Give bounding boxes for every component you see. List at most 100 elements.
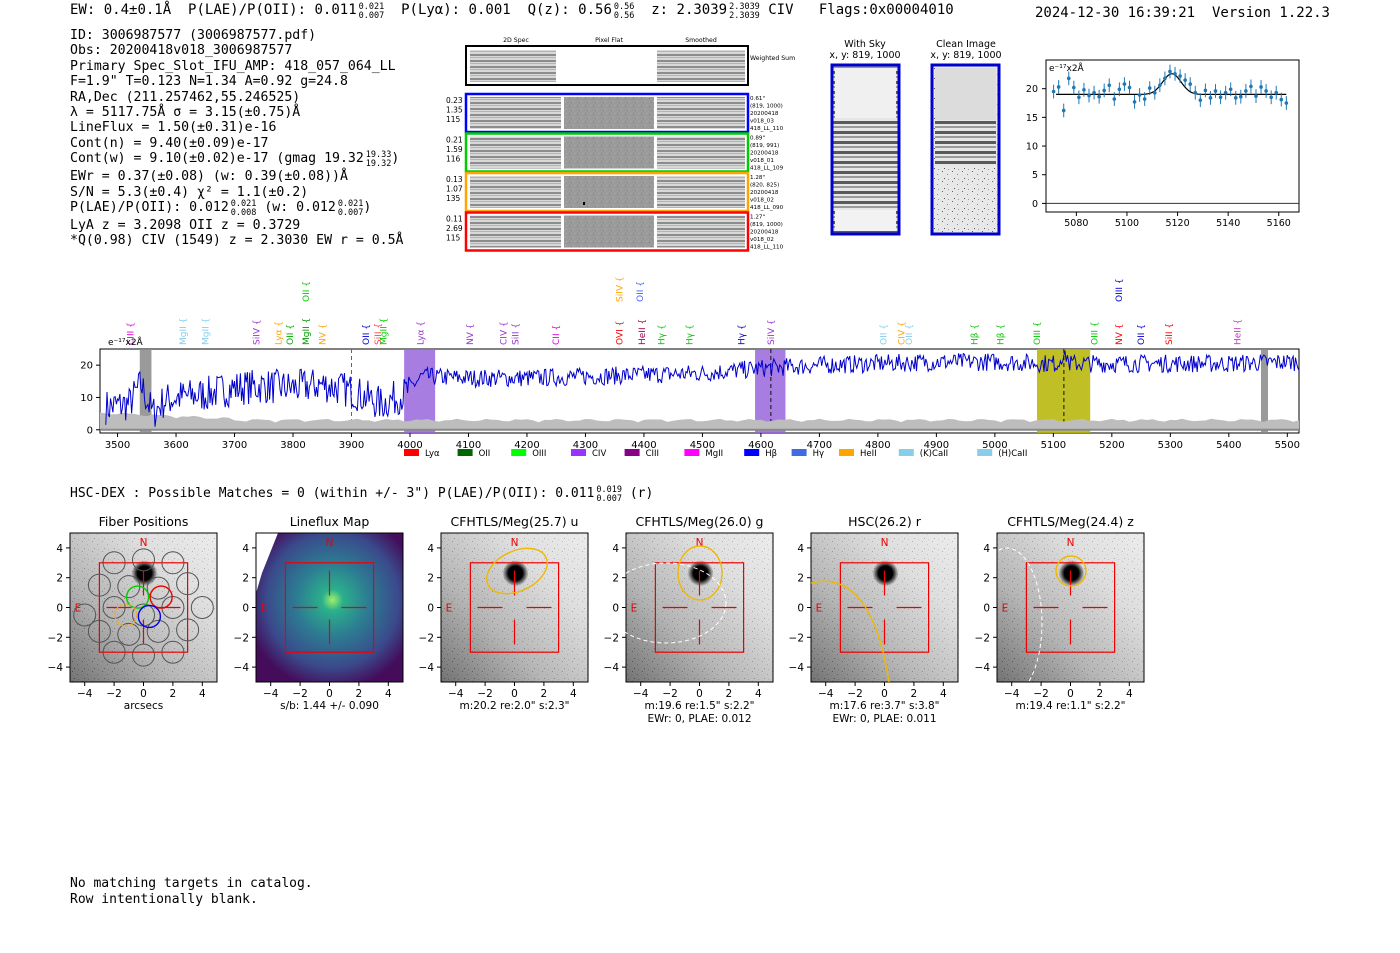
- zoom-data-point: [1259, 85, 1263, 89]
- zoom-data-point: [1269, 95, 1273, 100]
- spectral-line-label: OII {: [880, 324, 890, 345]
- zoom-gaussian-fit: [1056, 73, 1287, 96]
- image-x-tick: 0: [140, 688, 147, 700]
- info-civ: *Q(0.98) CIV (1549) z = 2.3030 EW r = 0.…: [70, 233, 404, 249]
- spectral-line-label: SiIV {: [767, 319, 777, 345]
- image-panel-title: CFHTLS/Meg(24.4) z: [1007, 514, 1134, 529]
- zoom-data-point: [1228, 87, 1233, 92]
- image-panel-6: CFHTLS/Meg(24.4) zNE−4 −2 0 2 4420−2−4m:19.4…: [971, 514, 1145, 712]
- legend-swatch: [511, 449, 527, 456]
- north-label: N: [696, 537, 704, 549]
- image-y-tick: 0: [612, 603, 619, 615]
- image-caption-2: EWr: 0, PLAE: 0.012: [647, 713, 751, 725]
- zoom-data-point: [1137, 93, 1142, 97]
- spectral-line-label: NV {: [318, 324, 328, 345]
- spectrum-x-tick: 3800: [280, 440, 305, 451]
- zoom-x-tick: 5140: [1216, 218, 1240, 229]
- image-y-tick: 0: [983, 603, 990, 615]
- zoom-data-point: [1254, 94, 1258, 98]
- image-caption: arcsecs: [124, 700, 163, 712]
- legend-label: Lyα: [425, 449, 440, 459]
- image-caption: m:17.6 re:3.7" s:3.8": [830, 700, 940, 712]
- legend-swatch: [684, 449, 700, 456]
- spectral-line-label: MgII {: [201, 318, 211, 345]
- image-y-tick: −4: [48, 662, 64, 674]
- spectrum-x-tick: 4600: [748, 440, 773, 451]
- zoom-data-point: [1163, 76, 1167, 81]
- zoom-data-point: [1208, 96, 1213, 100]
- spectral-line-label: OII {: [1137, 324, 1147, 345]
- cutout-row-meta: (819, 991): [750, 143, 779, 149]
- spectral-line-label: SiII {: [374, 323, 384, 345]
- cutout-row-frame: [464, 211, 750, 252]
- zoom-data-point: [1087, 93, 1091, 98]
- image-y-tick: −4: [419, 662, 435, 674]
- legend-label: Hβ: [765, 449, 777, 459]
- info-primary: Primary Spec_Slot_IFU_AMP: 418_057_064_L…: [70, 58, 396, 74]
- col-header-smoothed: Smoothed: [685, 37, 717, 44]
- north-label: N: [881, 537, 889, 549]
- fiber-circle: [161, 551, 185, 575]
- spectrum-x-tick: 4000: [397, 440, 422, 451]
- legend-label: (H)CaII: [998, 449, 1027, 459]
- legend-label: Hγ: [813, 449, 824, 459]
- cutout-noise: [70, 533, 217, 682]
- image-x-tick: −2: [847, 688, 862, 700]
- image-panel-4: CFHTLS/Meg(26.0) gNE−4 −2 0 2 4420−2−4m:19.6…: [604, 514, 774, 725]
- full-spectrum-chart: CIII {MgII {MgII {SiIV {Lyα {OII {MgII {…: [80, 276, 1300, 459]
- spectrum-x-tick: 5400: [1216, 440, 1241, 451]
- legend-label: (K)CaII: [920, 449, 948, 459]
- spectral-line-label: OII {: [362, 324, 372, 345]
- spectrum-x-tick: 3900: [339, 440, 364, 451]
- spectrum-x-tick: 4200: [514, 440, 539, 451]
- bright-source: [872, 560, 899, 587]
- zoom-plot-frame: [1045, 59, 1300, 213]
- image-x-tick: −2: [662, 688, 677, 700]
- image-x-tick: 2: [911, 688, 918, 700]
- weighted-sum-frame: [465, 45, 749, 86]
- spectrum-flux-line: [105, 350, 1300, 427]
- cutout-pixel-flat: [564, 136, 654, 169]
- cutout-row-meta: 20200418: [750, 151, 779, 157]
- spectrum-shaded-region: [755, 349, 786, 433]
- image-y-tick: −2: [234, 632, 249, 644]
- image-panel-title: HSC(26.2) r: [848, 514, 922, 529]
- spectral-line-label: Hγ {: [686, 324, 696, 345]
- fiber-circle: [102, 551, 126, 575]
- spectrum-x-tick: 5100: [1041, 440, 1066, 451]
- image-y-tick: 4: [797, 543, 804, 555]
- fiber-green: [125, 585, 150, 609]
- legend-swatch: [744, 449, 760, 456]
- image-x-tick: 4: [385, 688, 392, 700]
- spectral-line-label: Hγ {: [738, 324, 748, 345]
- zoom-data-point: [1264, 89, 1268, 93]
- spectrum-x-tick: 5200: [1099, 440, 1124, 451]
- cutout-row-meta: 0.61": [750, 96, 765, 102]
- spectral-line-label: NV {: [1115, 324, 1125, 345]
- image-panel-title: CFHTLS/Meg(26.0) g: [636, 514, 764, 529]
- spectrum-x-tick: 4700: [807, 440, 832, 451]
- zoom-data-point: [1112, 97, 1117, 101]
- zoom-data-point: [1213, 89, 1218, 93]
- spectral-line-label: CIV {: [897, 321, 907, 345]
- bright-source: [1058, 560, 1085, 587]
- legend-label: HeII: [860, 449, 877, 459]
- zoom-data-point: [1077, 95, 1081, 100]
- aperture-ellipse: [1055, 555, 1087, 587]
- image-y-tick: 2: [797, 573, 804, 585]
- zoom-data-point: [1249, 84, 1253, 89]
- image-y-tick: 4: [427, 543, 434, 555]
- bright-source: [502, 560, 529, 587]
- cutout-row-frame: [464, 92, 750, 134]
- zoom-data-point: [1244, 89, 1248, 93]
- image-panel-frame: [625, 532, 774, 683]
- fiber-circle: [161, 640, 185, 664]
- cutout-image: [626, 533, 773, 682]
- cutout-image: [997, 533, 1144, 682]
- with-sky-image: [830, 63, 901, 236]
- spectral-line-label: CIV {: [500, 321, 510, 345]
- fiber-circle: [87, 573, 111, 597]
- info-contn: Cont(n) = 9.40(±0.09)e-17: [70, 135, 269, 151]
- cutout-row-meta: 20200418: [750, 230, 779, 236]
